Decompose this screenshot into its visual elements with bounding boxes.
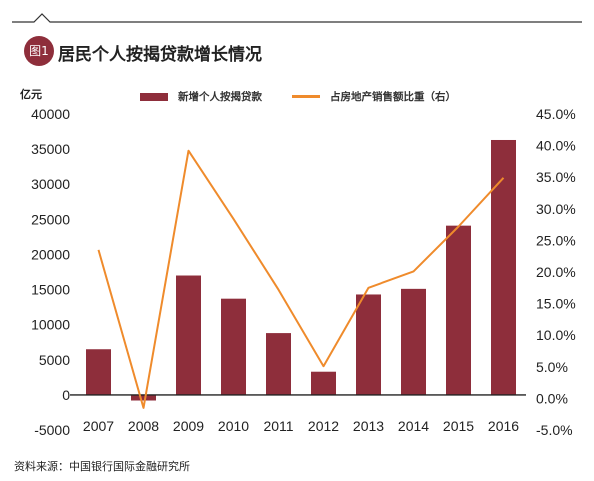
bar-2014 bbox=[401, 288, 426, 395]
left-tick-label: 0 bbox=[62, 387, 70, 403]
bar-2009 bbox=[176, 275, 201, 395]
x-tick-label: 2008 bbox=[128, 418, 159, 434]
bar-2008 bbox=[131, 394, 156, 401]
legend-line-label: 占房地产销售额比重（右） bbox=[330, 91, 456, 103]
x-tick-label: 2016 bbox=[488, 418, 519, 434]
right-tick-label: 40.0% bbox=[536, 138, 576, 154]
left-tick-label: 40000 bbox=[31, 106, 70, 122]
left-axis-unit: 亿元 bbox=[20, 88, 42, 101]
bar-2016 bbox=[491, 139, 516, 395]
bar-2013 bbox=[356, 294, 381, 395]
left-tick-label: 25000 bbox=[31, 211, 70, 227]
bar-2012 bbox=[311, 371, 336, 395]
right-tick-label: 10.0% bbox=[536, 327, 576, 343]
x-tick-label: 2007 bbox=[83, 418, 114, 434]
legend-item-bar: 新增个人按揭贷款 bbox=[140, 89, 262, 104]
left-tick-label: 5000 bbox=[39, 352, 70, 368]
x-tick-label: 2010 bbox=[218, 418, 249, 434]
bar-2007 bbox=[86, 349, 111, 395]
left-tick-label: 35000 bbox=[31, 141, 70, 157]
left-tick-label: 10000 bbox=[31, 317, 70, 333]
line-series-share bbox=[97, 149, 505, 409]
figure-badge: 图1 bbox=[24, 36, 54, 66]
header-rule bbox=[12, 13, 582, 23]
legend-bar-swatch bbox=[140, 92, 168, 101]
legend-bar-label: 新增个人按揭贷款 bbox=[178, 91, 262, 103]
right-tick-label: 20.0% bbox=[536, 264, 576, 280]
x-tick-label: 2014 bbox=[398, 418, 429, 434]
x-tick-label: 2015 bbox=[443, 418, 474, 434]
right-tick-label: 35.0% bbox=[536, 169, 576, 185]
bar-2011 bbox=[266, 333, 291, 395]
bar-2015 bbox=[446, 225, 471, 395]
right-tick-label: -5.0% bbox=[536, 422, 573, 438]
legend-item-line: 占房地产销售额比重（右） bbox=[292, 89, 456, 104]
left-tick-label: -5000 bbox=[34, 422, 70, 438]
left-tick-label: 15000 bbox=[31, 282, 70, 298]
left-tick-label: 20000 bbox=[31, 246, 70, 262]
chart-title: 居民个人按揭贷款增长情况 bbox=[58, 45, 262, 65]
bar-2010 bbox=[221, 298, 246, 395]
right-tick-label: 5.0% bbox=[536, 359, 568, 375]
legend-line-swatch bbox=[292, 95, 320, 98]
source-note: 资料来源：中国银行国际金融研究所 bbox=[14, 460, 190, 473]
right-tick-label: 15.0% bbox=[536, 296, 576, 312]
x-tick-label: 2013 bbox=[353, 418, 384, 434]
x-tick-label: 2011 bbox=[263, 418, 293, 434]
right-tick-label: 25.0% bbox=[536, 232, 576, 248]
right-tick-label: 45.0% bbox=[536, 106, 576, 122]
right-tick-label: 0.0% bbox=[536, 390, 568, 406]
right-tick-label: 30.0% bbox=[536, 201, 576, 217]
left-tick-label: 30000 bbox=[31, 176, 70, 192]
x-tick-label: 2012 bbox=[308, 418, 339, 434]
x-tick-label: 2009 bbox=[173, 418, 204, 434]
